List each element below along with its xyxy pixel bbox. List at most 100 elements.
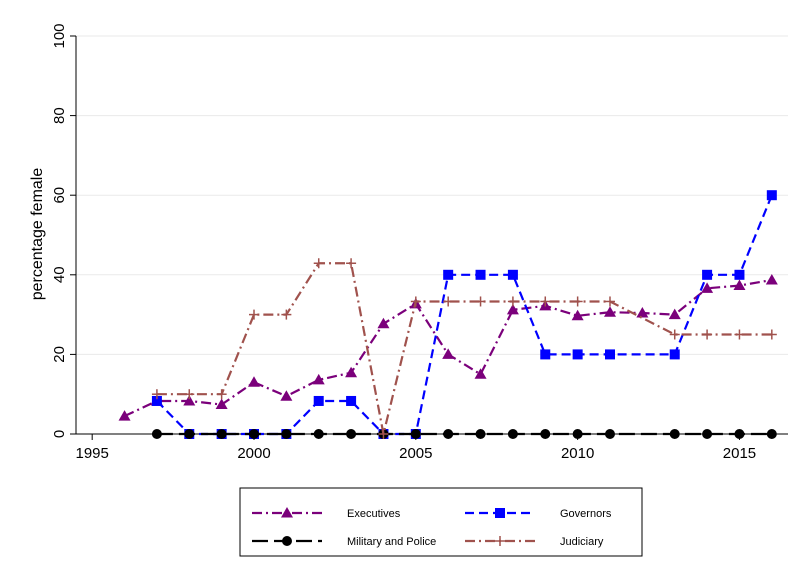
point-governors-2014 <box>702 269 713 280</box>
point-executives-2013 <box>668 308 681 320</box>
point-executives-2006 <box>442 348 455 359</box>
point-executives-2004 <box>377 317 390 329</box>
point-judiciary-2013 <box>669 329 680 340</box>
axes: 0 20 40 60 80 100 1995 2000 2005 2010 2015 <box>51 23 788 462</box>
point-executives-2007 <box>474 368 487 379</box>
gridlines <box>76 35 788 355</box>
legend-box <box>239 487 643 557</box>
point-judiciary-2003 <box>346 258 357 269</box>
point-judiciary-2001 <box>281 309 292 320</box>
legend-label: Military and Police <box>347 536 436 548</box>
point-judiciary-2011 <box>605 296 615 307</box>
point-governors-2009 <box>540 349 551 360</box>
point-executives-2010 <box>571 309 584 321</box>
point-judiciary-2006 <box>443 296 454 307</box>
y-tick-label-100: 100 <box>51 23 68 48</box>
point-military-and-police-2010 <box>572 429 583 439</box>
point-judiciary-2005 <box>410 296 421 307</box>
point-executives-2014 <box>701 282 714 293</box>
point-military-and-police-2014 <box>702 429 713 439</box>
x-tick-label-1995: 1995 <box>75 445 108 462</box>
point-judiciary-2000 <box>249 309 259 320</box>
point-judiciary-2004 <box>378 429 389 439</box>
point-governors-2016 <box>766 190 777 201</box>
x-tick-label-2015: 2015 <box>723 445 756 462</box>
point-military-and-police-2002 <box>313 429 324 439</box>
legend-swatch-marker <box>282 536 292 546</box>
legend-item-military-and-police: Military and Police <box>252 536 436 548</box>
point-executives-2016 <box>765 273 778 285</box>
y-tick-label-0: 0 <box>51 430 68 438</box>
series-military-and-police <box>151 429 777 439</box>
point-judiciary-1997 <box>151 389 162 400</box>
point-military-and-police-2013 <box>669 429 680 439</box>
point-judiciary-1999 <box>216 389 227 400</box>
point-governors-2010 <box>572 349 583 360</box>
legend-swatch-marker <box>281 507 293 518</box>
x-tick-label-2005: 2005 <box>399 445 432 462</box>
point-executives-2011 <box>604 306 616 317</box>
point-governors-2015 <box>734 269 745 280</box>
point-military-and-police-2011 <box>605 429 615 439</box>
legend-label: Governors <box>560 508 612 520</box>
point-military-and-police-2016 <box>766 429 777 439</box>
point-judiciary-2010 <box>572 296 583 307</box>
x-tick-label-2010: 2010 <box>561 445 594 462</box>
legend-item-executives: Executives <box>252 507 401 520</box>
point-executives-2012 <box>636 307 649 318</box>
point-military-and-police-2007 <box>475 429 486 439</box>
point-judiciary-2014 <box>702 329 713 340</box>
point-military-and-police-1997 <box>151 429 162 439</box>
point-military-and-police-2015 <box>734 429 745 439</box>
series-executives <box>118 273 778 421</box>
point-military-and-police-2008 <box>507 429 518 439</box>
legend-label: Executives <box>347 508 401 520</box>
y-tick-label-20: 20 <box>51 346 68 363</box>
point-governors-2013 <box>669 349 680 360</box>
point-military-and-police-1999 <box>216 429 227 439</box>
series <box>118 190 778 439</box>
point-military-and-police-1998 <box>184 429 195 439</box>
point-military-and-police-2003 <box>346 429 357 439</box>
y-axis-title: percentage female <box>29 168 46 301</box>
point-executives-2003 <box>345 366 358 378</box>
y-tick-label-80: 80 <box>51 107 68 124</box>
series-governors <box>151 190 777 439</box>
point-judiciary-2016 <box>766 329 777 340</box>
y-tick-label-60: 60 <box>51 187 68 204</box>
point-executives-2000 <box>248 376 260 387</box>
point-governors-1997 <box>151 395 162 406</box>
point-military-and-police-2000 <box>249 429 259 439</box>
point-governors-2002 <box>313 395 324 406</box>
point-governors-2006 <box>443 269 454 280</box>
series-judiciary <box>151 258 777 439</box>
point-executives-2015 <box>733 279 746 291</box>
point-executives-2002 <box>312 373 325 385</box>
legend-item-governors: Governors <box>465 508 612 520</box>
point-military-and-police-2005 <box>410 429 421 439</box>
x-tick-label-2000: 2000 <box>237 445 270 462</box>
point-judiciary-2002 <box>313 258 324 269</box>
legend-item-judiciary: Judiciary <box>465 536 604 548</box>
legend: Executives Governors Military and Police Ju… <box>239 487 643 557</box>
point-judiciary-2015 <box>734 329 745 340</box>
point-military-and-police-2009 <box>540 429 551 439</box>
point-governors-2008 <box>507 269 518 280</box>
series-line-judiciary <box>156 262 772 436</box>
point-governors-2007 <box>475 269 486 280</box>
legend-swatch-marker <box>495 508 505 518</box>
point-military-and-police-2006 <box>443 429 454 439</box>
point-judiciary-2008 <box>507 296 518 307</box>
legend-swatch-marker <box>495 536 505 546</box>
point-judiciary-2007 <box>475 296 486 307</box>
point-governors-2003 <box>346 395 357 406</box>
point-executives-1996 <box>118 410 131 421</box>
point-governors-2011 <box>605 349 615 360</box>
point-executives-1998 <box>183 394 196 406</box>
point-judiciary-2009 <box>540 296 551 307</box>
point-judiciary-1998 <box>184 389 195 400</box>
point-executives-2001 <box>280 390 293 401</box>
point-military-and-police-2001 <box>281 429 292 439</box>
point-executives-1999 <box>215 398 228 410</box>
